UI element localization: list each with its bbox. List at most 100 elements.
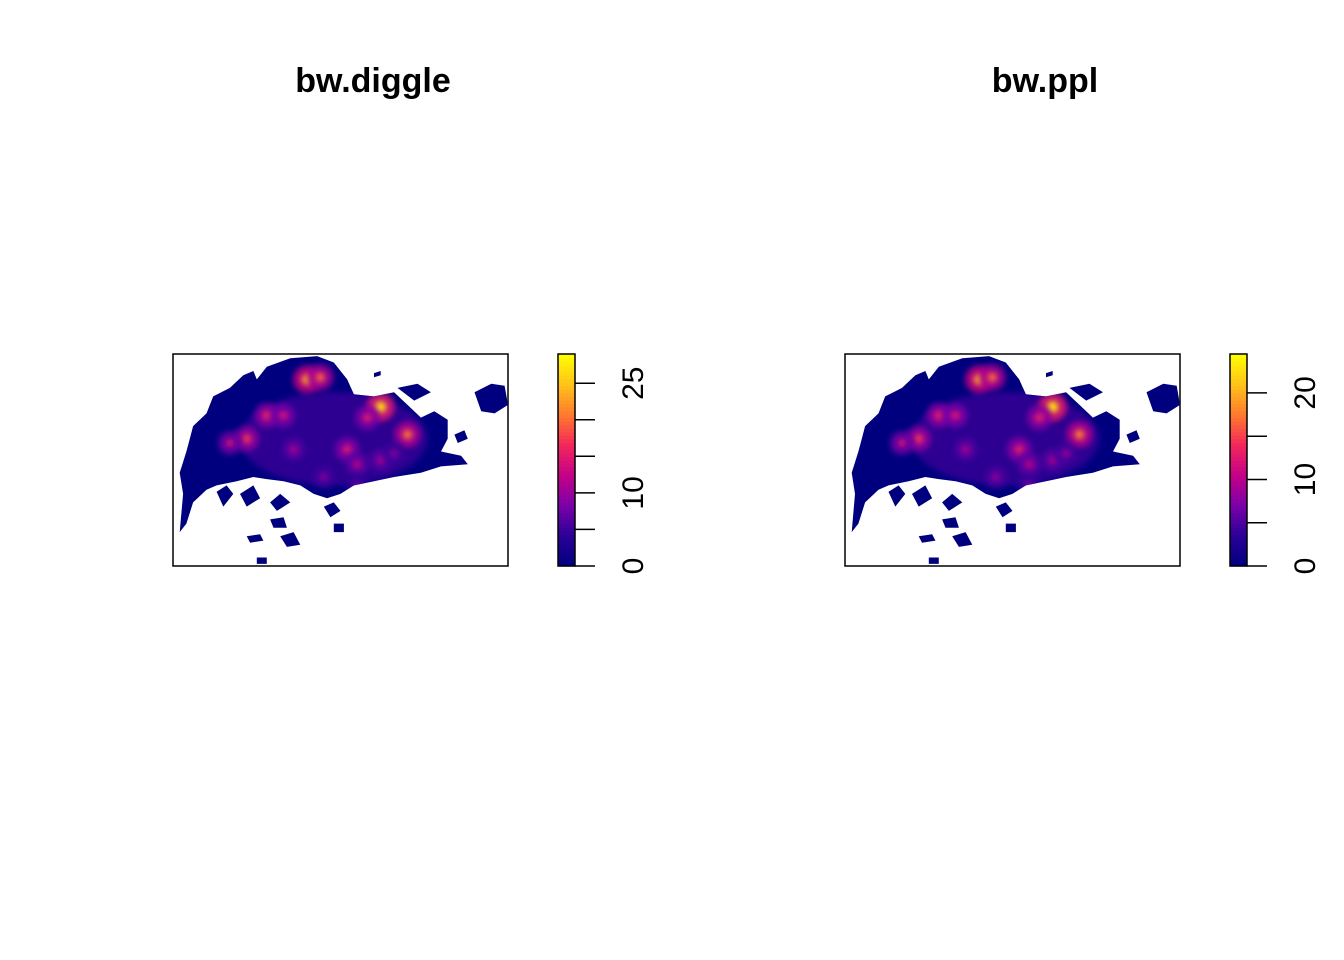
colorbar-band: [558, 431, 575, 436]
colorbar-band: [1230, 477, 1247, 482]
colorbar-band: [1230, 491, 1247, 496]
colorbar-band: [1230, 495, 1247, 500]
colorbar-band: [558, 555, 575, 560]
hotspot: [961, 445, 970, 454]
colorbar-band: [558, 523, 575, 528]
colorbar-ticks: 0 10 20: [1247, 376, 1322, 574]
plot-frame: [844, 353, 1181, 567]
colorbar-band: [558, 449, 575, 454]
colorbar-band: [1230, 421, 1247, 426]
hotspot: [342, 445, 352, 454]
hotspot: [279, 411, 288, 420]
hotspot: [242, 434, 252, 444]
colorbar-band: [558, 544, 575, 549]
colorbar-band: [1230, 520, 1247, 525]
colorbar-band: [1230, 361, 1247, 366]
colorbar-band: [558, 368, 575, 373]
hotspot: [402, 429, 413, 440]
colorbar-band: [1230, 385, 1247, 390]
colorbar-band: [1230, 445, 1247, 450]
colorbar-band: [1230, 396, 1247, 401]
colorbar-band: [1230, 368, 1247, 373]
colorbar-band: [1230, 428, 1247, 433]
colorbar-band: [558, 417, 575, 422]
panel-bw-diggle: bw.diggle 0 10 25: [172, 62, 650, 574]
hotspot: [991, 473, 1000, 481]
hotspot: [376, 456, 385, 464]
colorbar-band: [558, 371, 575, 376]
hotspot: [320, 473, 328, 481]
colorbar-band: [558, 498, 575, 503]
colorbar-band: [1230, 392, 1247, 397]
colorbar-band: [558, 378, 575, 383]
colorbar-band: [558, 484, 575, 489]
colorbar-band: [558, 548, 575, 553]
colorbar-band: [558, 452, 575, 458]
colorbar-band: [558, 495, 575, 500]
colorbar-band: [1230, 364, 1247, 369]
colorbar-tick-label: 0: [1289, 558, 1322, 575]
colorbar-band: [558, 541, 575, 546]
colorbar-band: [558, 438, 575, 443]
colorbar-band: [558, 537, 575, 542]
hotspot: [951, 411, 960, 420]
colorbar-band: [1230, 407, 1247, 412]
hotspot: [375, 401, 387, 413]
colorbar-band: [558, 551, 575, 556]
colorbar-band: [1230, 403, 1247, 408]
colorbar-band: [558, 428, 575, 433]
colorbar-band: [558, 414, 575, 419]
colorbar-band: [1230, 516, 1247, 521]
colorbar-band: [558, 354, 575, 359]
colorbar-band: [1230, 442, 1247, 447]
colorbar-band: [1230, 509, 1247, 514]
hotspot: [987, 372, 998, 383]
colorbar-band: [1230, 481, 1247, 486]
hotspot: [390, 449, 398, 458]
colorbar-band: [1230, 555, 1247, 560]
colorbar-band: [1230, 562, 1247, 567]
colorbar-band: [558, 502, 575, 507]
colorbar-band: [558, 470, 575, 475]
colorbar-band: [558, 407, 575, 412]
colorbar-band: [1230, 467, 1247, 472]
colorbar-band: [1230, 513, 1247, 518]
colorbar-band: [1230, 452, 1247, 458]
colorbar-band: [558, 520, 575, 525]
hotspot: [1046, 401, 1059, 413]
colorbar-band: [1230, 460, 1247, 465]
colorbar-band: [558, 364, 575, 369]
colorbar-band: [1230, 558, 1247, 564]
colorbar-band: [558, 516, 575, 521]
hotspot: [1062, 449, 1070, 458]
hotspot: [1034, 413, 1044, 423]
colorbar-band: [1230, 399, 1247, 405]
colorbar-band: [1230, 530, 1247, 535]
density-map: [851, 356, 1180, 564]
colorbar-band: [1230, 435, 1247, 440]
colorbar-band: [558, 527, 575, 532]
hotspot: [1025, 460, 1034, 469]
colorbar-band: [558, 392, 575, 397]
island-area: [179, 356, 508, 564]
colorbar-band: [1230, 463, 1247, 468]
colorbar-band: [1230, 470, 1247, 475]
colorbar-band: [1230, 424, 1247, 429]
colorbar-band: [558, 385, 575, 390]
colorbar-tick-label: 10: [617, 476, 650, 509]
colorbar-band: [558, 435, 575, 440]
colorbar-band: [558, 399, 575, 405]
colorbar-band: [558, 410, 575, 415]
colorbar-band: [558, 477, 575, 482]
hotspot-halo: [346, 474, 369, 497]
colorbar-band: [1230, 410, 1247, 415]
colorbar-band: [1230, 449, 1247, 454]
colorbar-band: [1230, 544, 1247, 549]
colorbar-band: [558, 361, 575, 366]
colorbar-band: [558, 481, 575, 486]
hotspot: [353, 460, 362, 469]
colorbar-band: [1230, 488, 1247, 493]
colorbar-tick-label: 10: [1289, 463, 1322, 496]
colorbar-band: [1230, 474, 1247, 479]
hotspot: [1074, 429, 1085, 440]
